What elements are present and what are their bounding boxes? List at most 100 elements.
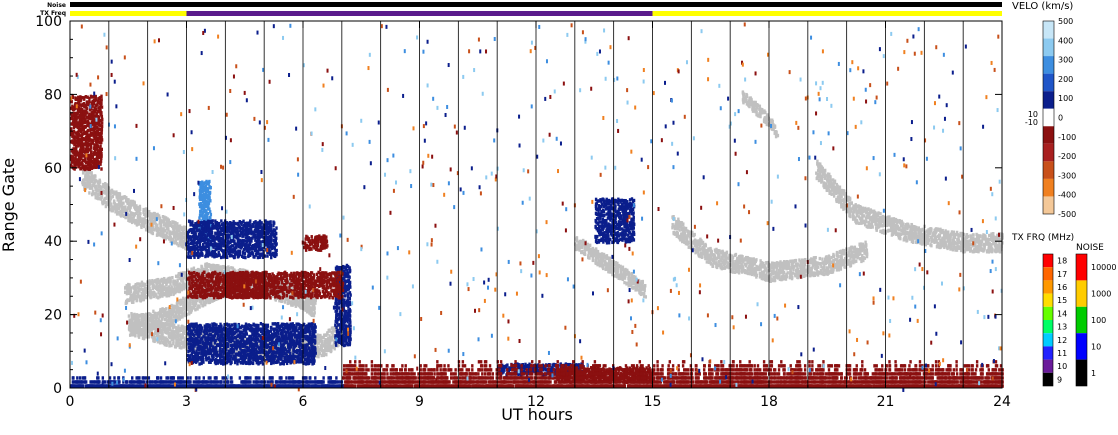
ground-scatter-cell	[176, 222, 179, 226]
ground-scatter-cell	[82, 178, 86, 182]
ground-scatter-cell	[191, 269, 194, 273]
ground-scatter-cell	[786, 260, 790, 264]
ground-scatter-cell	[155, 283, 158, 287]
ground-scatter-cell	[166, 339, 169, 343]
ground-scatter-cell	[751, 263, 755, 267]
ground-scatter-cell	[839, 200, 842, 204]
ground-scatter-cell	[307, 304, 311, 309]
ground-scatter-cell	[151, 215, 154, 220]
ground-scatter-cell	[822, 265, 826, 270]
ground-scatter-cell	[174, 221, 177, 225]
txfreq-bar-label: TX Freq	[40, 10, 66, 17]
ground-scatter-cell	[173, 285, 176, 289]
ground-scatter-cell	[676, 226, 679, 230]
ground-scatter-cell	[616, 261, 619, 266]
ground-scatter-cell	[775, 266, 779, 270]
ground-scatter-cell	[206, 268, 209, 273]
ground-scatter-cell	[814, 272, 818, 276]
ground-scatter-cell	[115, 212, 119, 216]
ground-scatter-cell	[671, 226, 674, 230]
ground-scatter-cell	[716, 263, 720, 268]
ground-scatter-cell	[330, 344, 333, 348]
ground-scatter-cell	[830, 270, 833, 275]
ground-scatter-cell	[597, 256, 600, 260]
ground-scatter-cell	[817, 168, 820, 173]
ground-scatter-cell	[102, 184, 105, 189]
ground-scatter-cell	[762, 261, 765, 266]
ground-scatter-cell	[140, 280, 144, 284]
ground-scatter-cell	[858, 206, 861, 211]
ground-scatter-cell	[157, 291, 160, 295]
ground-scatter-cell	[242, 268, 245, 272]
ground-scatter-cell	[176, 278, 179, 282]
ground-scatter-cell	[159, 228, 163, 233]
ground-scatter-cell	[176, 285, 179, 289]
ground-scatter-cell	[238, 348, 242, 353]
ground-scatter-cell	[147, 284, 151, 289]
ground-scatter-cell	[136, 222, 139, 226]
ground-scatter-cell	[175, 229, 178, 233]
ground-scatter-cell	[808, 265, 811, 269]
ground-scatter-cell	[842, 252, 846, 256]
ground-scatter-cell	[639, 283, 642, 287]
ground-scatter-cell	[591, 246, 595, 251]
ground-scatter-cell	[742, 269, 745, 273]
ground-scatter-cell	[684, 226, 688, 231]
ground-scatter-cell	[178, 342, 181, 347]
ground-scatter-cell	[602, 256, 605, 260]
ground-scatter-cell	[153, 228, 156, 232]
ground-scatter-cell	[133, 213, 136, 217]
ground-scatter-cell	[90, 192, 94, 197]
ground-scatter-cell	[140, 219, 143, 223]
ground-scatter-cell	[710, 249, 713, 254]
ground-scatter-cell	[825, 188, 829, 193]
ground-scatter-cell	[164, 330, 167, 334]
ground-scatter-cell	[124, 215, 127, 219]
ground-scatter-cell	[203, 274, 206, 279]
ground-scatter-cell	[729, 258, 732, 262]
ground-scatter-cell	[744, 258, 747, 262]
ground-scatter-cell	[836, 198, 839, 203]
ground-scatter-cell	[94, 195, 97, 200]
ground-scatter-cell	[840, 202, 843, 206]
ground-scatter-cell	[166, 217, 169, 221]
ground-scatter-cell	[119, 195, 123, 200]
ground-scatter-cell	[580, 245, 584, 250]
ground-scatter-cell	[818, 256, 821, 261]
ground-scatter-cell	[851, 211, 855, 215]
ground-scatter-cell	[838, 250, 842, 254]
ground-scatter-cell	[609, 264, 612, 269]
ground-scatter-cell	[100, 195, 103, 200]
ground-scatter-cell	[749, 257, 752, 261]
ground-scatter-cell	[290, 347, 294, 352]
ground-scatter-cell	[798, 269, 802, 274]
ground-scatter-cell	[847, 198, 850, 202]
ground-scatter-cell	[622, 275, 625, 280]
ground-scatter-cell	[126, 298, 129, 302]
ground-scatter-cell	[109, 189, 113, 193]
ground-scatter-cell	[173, 330, 177, 334]
ground-scatter-cell	[602, 252, 606, 257]
ground-scatter-cell	[323, 352, 327, 356]
ground-scatter-cell	[160, 320, 163, 324]
ground-scatter-cell	[152, 291, 156, 295]
ground-scatter-cell	[154, 217, 157, 222]
ground-scatter-cell	[588, 243, 592, 248]
ground-scatter-cell	[707, 247, 710, 251]
ground-scatter-cell	[742, 260, 745, 264]
ground-scatter-cell	[838, 194, 842, 198]
ground-scatter-cell	[861, 214, 864, 218]
ground-scatter-cell	[106, 196, 110, 201]
ground-scatter-cell	[177, 324, 180, 328]
ground-scatter-cell	[700, 255, 704, 259]
ground-scatter-cell	[144, 328, 148, 333]
ground-scatter-cell	[323, 333, 326, 337]
ground-scatter-cell	[621, 266, 624, 271]
ground-scatter-cell	[145, 208, 149, 213]
ground-scatter-cell	[153, 339, 156, 344]
ground-scatter-cell	[130, 217, 133, 221]
ground-scatter-cell	[769, 274, 772, 279]
ground-scatter-cell	[854, 203, 857, 207]
ground-scatter-cell	[823, 272, 826, 276]
